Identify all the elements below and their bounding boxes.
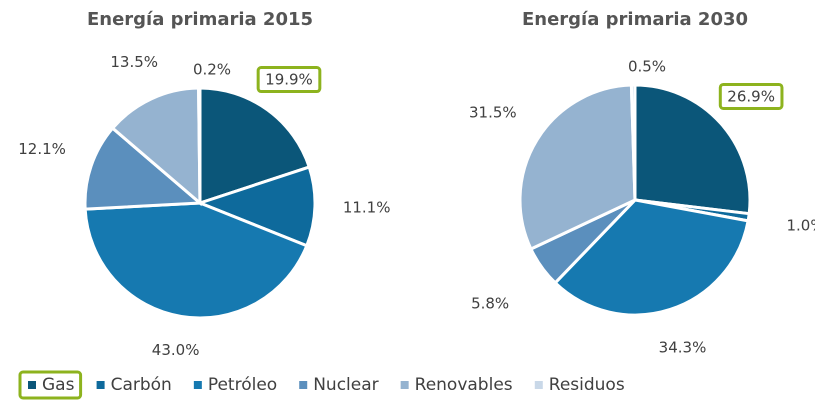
legend-swatch — [299, 381, 308, 389]
pie-slice — [198, 86, 312, 206]
pie-slice — [629, 83, 637, 201]
chart-title: Energía primaria 2015 — [87, 9, 313, 30]
data-label: 26.9% — [727, 87, 775, 105]
legend-label: Nuclear — [313, 375, 378, 395]
pie-slice — [553, 198, 750, 317]
pie-slice — [110, 86, 202, 207]
legend-swatch — [193, 381, 202, 389]
legend-label: Residuos — [549, 375, 625, 395]
highlight-box — [256, 66, 322, 94]
legend-swatch — [400, 381, 409, 389]
pie-slice — [633, 83, 752, 216]
legend-swatch — [96, 381, 105, 389]
data-label: 31.5% — [469, 103, 517, 121]
pie-slice — [518, 83, 637, 251]
legend-label: Carbón — [111, 375, 172, 395]
data-label: 1.0% — [786, 216, 815, 234]
highlight-box — [718, 82, 784, 110]
data-label: 13.5% — [110, 53, 158, 71]
highlight-box — [18, 370, 83, 400]
data-label: 43.0% — [152, 341, 200, 359]
pie-slice — [83, 126, 204, 211]
data-label: 34.3% — [659, 338, 707, 356]
chart-title: Energía primaria 2030 — [522, 9, 748, 30]
pie-slice — [195, 165, 317, 248]
data-label: 0.2% — [193, 61, 231, 79]
pie-slice — [83, 201, 309, 320]
data-label: 12.1% — [18, 140, 66, 158]
data-label: 5.8% — [471, 294, 509, 312]
legend-swatch — [534, 381, 543, 389]
data-label: 19.9% — [265, 71, 313, 89]
legend-label: Petróleo — [208, 375, 277, 395]
data-label: 0.5% — [628, 58, 666, 76]
pie-slice — [197, 86, 202, 204]
data-label: 11.1% — [343, 199, 391, 217]
legend-swatch — [28, 381, 36, 389]
legend-label: Renovables — [415, 375, 513, 395]
legend-label: Gas — [42, 375, 75, 395]
